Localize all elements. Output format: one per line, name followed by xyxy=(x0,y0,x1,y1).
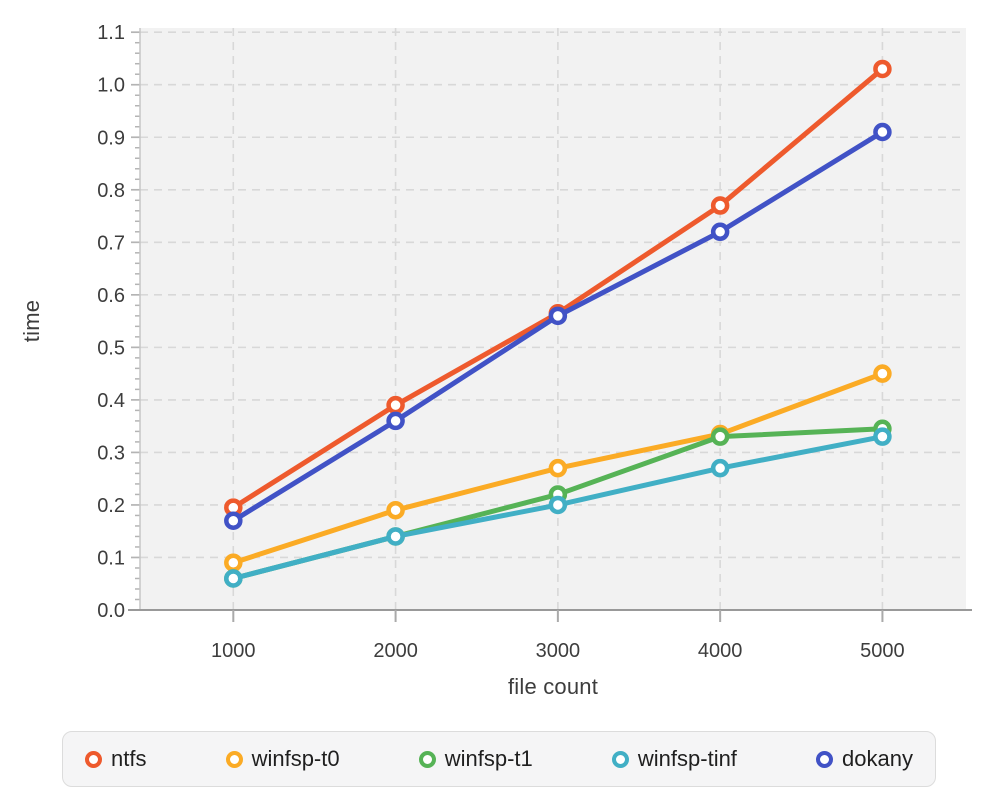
y-tick-label: 0.6 xyxy=(97,285,125,307)
data-point-winfsp-t1 xyxy=(710,427,730,446)
y-tick-label: 0.2 xyxy=(97,495,125,517)
data-point-winfsp-tinf xyxy=(710,458,730,478)
data-point-winfsp-t0 xyxy=(386,500,405,520)
legend-label: ntfs xyxy=(111,746,147,771)
y-tick-label: 0.5 xyxy=(97,337,125,359)
x-tick-label: 4000 xyxy=(698,640,743,662)
x-axis-title: file count xyxy=(507,674,599,699)
data-point-winfsp-t0 xyxy=(548,458,568,478)
data-point-winfsp-tinf xyxy=(873,427,892,446)
legend-marker-icon xyxy=(418,750,436,768)
data-point-winfsp-tinf xyxy=(386,527,405,546)
legend-marker-icon xyxy=(611,750,629,768)
legend-marker-icon xyxy=(85,750,102,768)
data-point-ntfs xyxy=(386,395,405,415)
legend-label: winfsp-t0 xyxy=(251,746,340,771)
x-tick-label: 2000 xyxy=(373,640,418,662)
legend-item-winfsp-t1: winfsp-t1 xyxy=(418,746,533,772)
data-point-winfsp-tinf xyxy=(224,569,243,588)
data-point-winfsp-t0 xyxy=(873,364,892,383)
data-point-ntfs xyxy=(873,59,892,79)
legend-item-winfsp-tinf: winfsp-tinf xyxy=(611,746,737,772)
legend-marker-icon xyxy=(225,750,243,768)
y-tick-label: 0.3 xyxy=(97,442,125,464)
y-tick-label: 1.1 xyxy=(97,22,125,44)
data-point-dokany xyxy=(873,122,892,142)
data-point-dokany xyxy=(548,306,568,326)
line-chart-plot: 0.0 0.1 0.2 0.3 0.4 0.5 0.6 0.7 0.8 0.9 1.0 1.1 1000… xyxy=(97,22,972,662)
data-point-winfsp-t0 xyxy=(224,553,243,572)
data-point-dokany xyxy=(710,222,730,242)
legend-item-dokany: dokany xyxy=(816,746,913,772)
legend-item-winfsp-t0: winfsp-t0 xyxy=(225,746,340,772)
x-tick-label: 5000 xyxy=(860,640,905,662)
legend-label: dokany xyxy=(842,746,913,771)
y-tick-label: 0.9 xyxy=(97,127,125,149)
y-tick-label: 0.0 xyxy=(97,600,125,622)
x-tick-label: 1000 xyxy=(211,640,256,662)
legend: ntfs winfsp-t0 winfsp-t1 winfsp-tinf dokany xyxy=(62,731,936,787)
data-point-dokany xyxy=(386,411,405,431)
legend-marker-icon xyxy=(816,750,834,768)
x-tick-label: 3000 xyxy=(536,640,581,662)
data-point-dokany xyxy=(224,511,243,530)
data-point-ntfs xyxy=(710,196,730,215)
legend-item-ntfs: ntfs xyxy=(85,746,146,772)
y-tick-label: 0.4 xyxy=(97,390,125,412)
y-tick-label: 0.8 xyxy=(97,180,125,202)
y-tick-label: 1.0 xyxy=(97,75,125,97)
data-point-winfsp-tinf xyxy=(548,495,568,515)
y-tick-label: 0.1 xyxy=(97,547,125,569)
y-axis-title: time xyxy=(19,299,44,343)
y-tick-label: 0.7 xyxy=(97,232,125,254)
legend-label: winfsp-tinf xyxy=(637,746,737,771)
legend-label: winfsp-t1 xyxy=(444,746,533,771)
